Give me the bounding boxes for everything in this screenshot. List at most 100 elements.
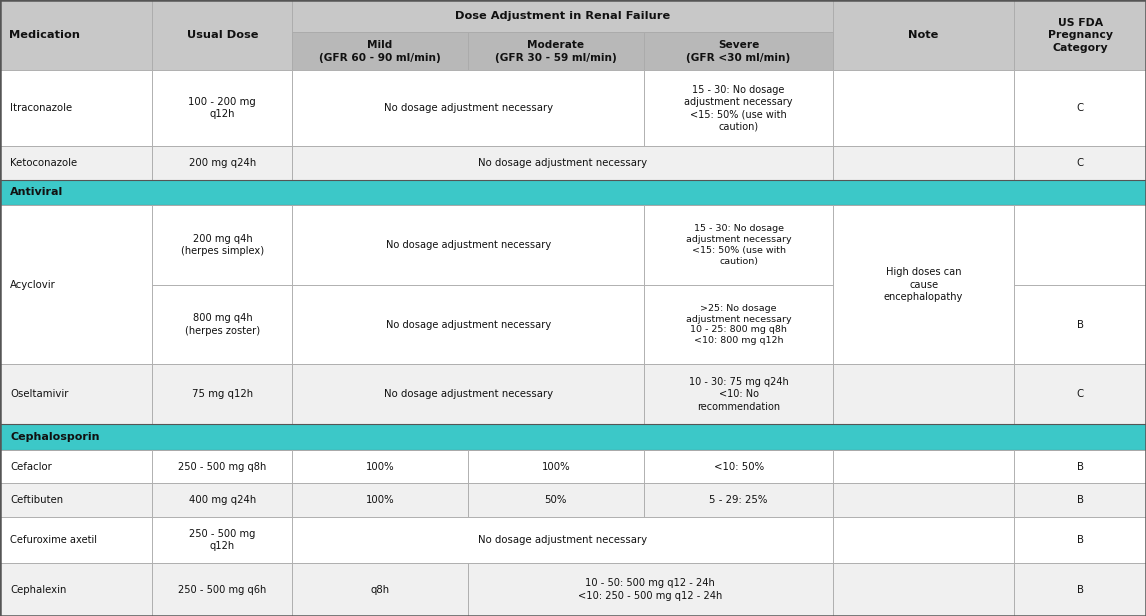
Bar bbox=[152, 0, 292, 70]
Bar bbox=[0, 205, 152, 365]
Bar bbox=[0, 146, 152, 180]
Text: 50%: 50% bbox=[544, 495, 567, 505]
Bar bbox=[292, 450, 468, 484]
Text: 75 mg q12h: 75 mg q12h bbox=[191, 389, 253, 399]
Text: No dosage adjustment necessary: No dosage adjustment necessary bbox=[384, 103, 552, 113]
Bar bbox=[292, 70, 644, 146]
Bar bbox=[1014, 70, 1146, 146]
Text: 100%: 100% bbox=[542, 461, 570, 472]
Bar bbox=[833, 146, 1014, 180]
Bar bbox=[468, 484, 644, 517]
Text: 250 - 500 mg
q12h: 250 - 500 mg q12h bbox=[189, 529, 256, 551]
Text: Note: Note bbox=[909, 30, 939, 40]
Text: 10 - 30: 75 mg q24h
<10: No
recommendation: 10 - 30: 75 mg q24h <10: No recommendati… bbox=[689, 377, 788, 411]
Bar bbox=[0, 517, 152, 563]
Bar bbox=[1014, 484, 1146, 517]
Text: No dosage adjustment necessary: No dosage adjustment necessary bbox=[385, 320, 551, 330]
Bar bbox=[0, 365, 152, 424]
Bar bbox=[1014, 205, 1146, 285]
Bar bbox=[833, 0, 1014, 70]
Text: Usual Dose: Usual Dose bbox=[187, 30, 258, 40]
Bar bbox=[1014, 0, 1146, 70]
Text: B: B bbox=[1076, 461, 1084, 472]
Bar bbox=[0, 563, 152, 616]
Text: >25: No dosage
adjustment necessary
10 - 25: 800 mg q8h
<10: 800 mg q12h: >25: No dosage adjustment necessary 10 -… bbox=[685, 304, 792, 345]
Text: B: B bbox=[1076, 535, 1084, 545]
Text: Cephalexin: Cephalexin bbox=[10, 585, 66, 594]
Bar bbox=[0, 180, 1146, 205]
Bar bbox=[468, 33, 644, 70]
Bar bbox=[292, 146, 833, 180]
Text: Dose Adjustment in Renal Failure: Dose Adjustment in Renal Failure bbox=[455, 11, 670, 21]
Bar bbox=[0, 70, 152, 146]
Bar bbox=[833, 517, 1014, 563]
Text: B: B bbox=[1076, 585, 1084, 594]
Bar bbox=[644, 205, 833, 285]
Bar bbox=[833, 563, 1014, 616]
Text: 5 - 29: 25%: 5 - 29: 25% bbox=[709, 495, 768, 505]
Bar bbox=[0, 484, 152, 517]
Text: q8h: q8h bbox=[370, 585, 390, 594]
Text: Oseltamivir: Oseltamivir bbox=[10, 389, 69, 399]
Bar bbox=[833, 205, 1014, 365]
Text: <10: 50%: <10: 50% bbox=[714, 461, 763, 472]
Text: Cephalosporin: Cephalosporin bbox=[10, 432, 100, 442]
Text: 15 - 30: No dosage
adjustment necessary
<15: 50% (use with
caution): 15 - 30: No dosage adjustment necessary … bbox=[684, 85, 793, 131]
Text: No dosage adjustment necessary: No dosage adjustment necessary bbox=[478, 535, 647, 545]
Bar bbox=[833, 450, 1014, 484]
Bar bbox=[292, 517, 833, 563]
Text: 100%: 100% bbox=[366, 495, 394, 505]
Bar bbox=[644, 365, 833, 424]
Text: Ceftibuten: Ceftibuten bbox=[10, 495, 63, 505]
Text: 200 mg q24h: 200 mg q24h bbox=[189, 158, 256, 168]
Bar bbox=[1014, 563, 1146, 616]
Bar bbox=[0, 0, 152, 70]
Bar bbox=[152, 70, 292, 146]
Text: C: C bbox=[1076, 158, 1084, 168]
Bar bbox=[833, 365, 1014, 424]
Text: 400 mg q24h: 400 mg q24h bbox=[189, 495, 256, 505]
Bar bbox=[292, 365, 644, 424]
Bar bbox=[468, 563, 833, 616]
Bar bbox=[1014, 285, 1146, 365]
Bar bbox=[0, 424, 1146, 450]
Bar bbox=[152, 517, 292, 563]
Bar bbox=[152, 563, 292, 616]
Text: B: B bbox=[1076, 320, 1084, 330]
Text: No dosage adjustment necessary: No dosage adjustment necessary bbox=[385, 240, 551, 250]
Text: No dosage adjustment necessary: No dosage adjustment necessary bbox=[478, 158, 647, 168]
Bar bbox=[644, 450, 833, 484]
Bar bbox=[152, 205, 292, 285]
Bar bbox=[1014, 450, 1146, 484]
Text: High doses can
cause
encephalopathy: High doses can cause encephalopathy bbox=[884, 267, 964, 302]
Text: Cefuroxime axetil: Cefuroxime axetil bbox=[10, 535, 97, 545]
Text: Acyclovir: Acyclovir bbox=[10, 280, 56, 290]
Text: 100 - 200 mg
q12h: 100 - 200 mg q12h bbox=[188, 97, 257, 120]
Bar bbox=[644, 33, 833, 70]
Text: Itraconazole: Itraconazole bbox=[10, 103, 72, 113]
Text: Cefaclor: Cefaclor bbox=[10, 461, 52, 472]
Text: B: B bbox=[1076, 495, 1084, 505]
Bar bbox=[152, 146, 292, 180]
Bar bbox=[644, 484, 833, 517]
Bar bbox=[644, 70, 833, 146]
Bar bbox=[152, 285, 292, 365]
Text: 10 - 50: 500 mg q12 - 24h
<10: 250 - 500 mg q12 - 24h: 10 - 50: 500 mg q12 - 24h <10: 250 - 500… bbox=[579, 578, 722, 601]
Bar bbox=[468, 450, 644, 484]
Text: 800 mg q4h
(herpes zoster): 800 mg q4h (herpes zoster) bbox=[185, 314, 260, 336]
Bar bbox=[833, 484, 1014, 517]
Text: 15 - 30: No dosage
adjustment necessary
<15: 50% (use with
caution): 15 - 30: No dosage adjustment necessary … bbox=[685, 224, 792, 265]
Bar bbox=[1014, 365, 1146, 424]
Text: Antiviral: Antiviral bbox=[10, 187, 63, 197]
Bar bbox=[152, 484, 292, 517]
Bar bbox=[152, 450, 292, 484]
Text: Severe
(GFR <30 ml/min): Severe (GFR <30 ml/min) bbox=[686, 40, 791, 63]
Text: Mild
(GFR 60 - 90 ml/min): Mild (GFR 60 - 90 ml/min) bbox=[319, 40, 441, 63]
Bar bbox=[292, 205, 644, 285]
Bar bbox=[0, 450, 152, 484]
Text: 250 - 500 mg q8h: 250 - 500 mg q8h bbox=[178, 461, 267, 472]
Bar bbox=[1014, 146, 1146, 180]
Text: Ketoconazole: Ketoconazole bbox=[10, 158, 78, 168]
Bar bbox=[292, 33, 468, 70]
Text: 100%: 100% bbox=[366, 461, 394, 472]
